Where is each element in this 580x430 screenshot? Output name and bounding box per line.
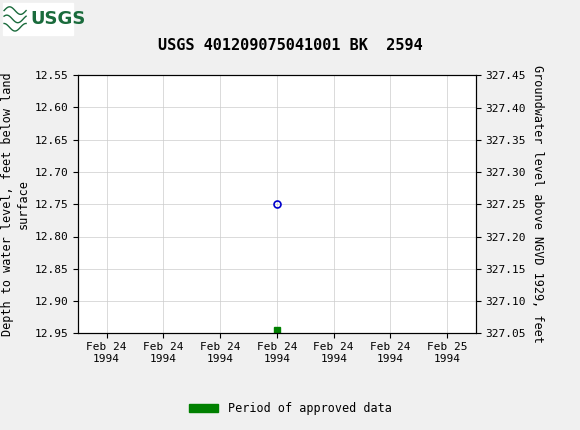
Legend: Period of approved data: Period of approved data: [184, 397, 396, 420]
Y-axis label: Groundwater level above NGVD 1929, feet: Groundwater level above NGVD 1929, feet: [531, 65, 545, 343]
Text: USGS 401209075041001 BK  2594: USGS 401209075041001 BK 2594: [158, 38, 422, 52]
FancyBboxPatch shape: [3, 3, 72, 35]
Text: USGS: USGS: [30, 10, 85, 28]
Y-axis label: Depth to water level, feet below land
surface: Depth to water level, feet below land su…: [1, 72, 29, 336]
